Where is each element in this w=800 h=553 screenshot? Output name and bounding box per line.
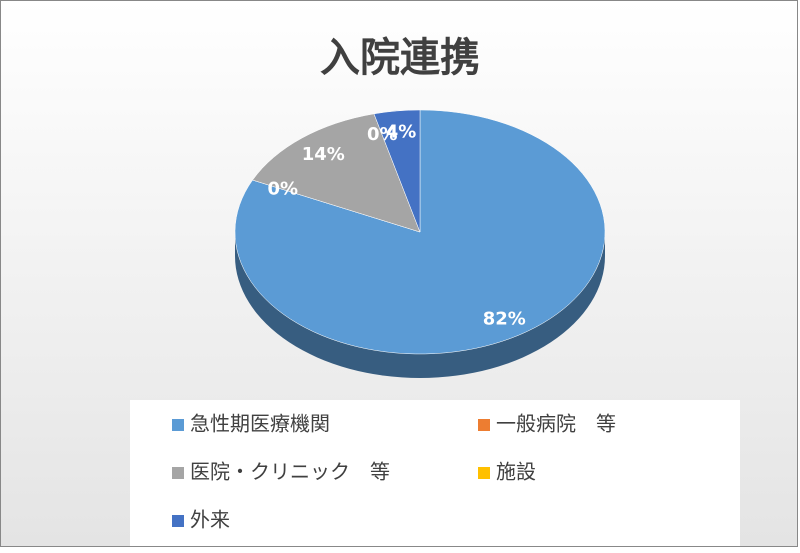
legend-marker [478,419,490,431]
legend-label: 外来 [190,508,230,532]
legend-label: 施設 [496,460,536,484]
data-label: 0% [367,124,398,145]
legend-marker [172,467,184,479]
data-label: 0% [267,178,298,199]
data-label: 82% [483,309,526,330]
chart-title: 入院連携 [320,35,480,81]
legend-label: 医院・クリニック 等 [190,460,390,484]
legend-box [130,400,740,546]
pie-slice [373,109,421,233]
data-label: 4% [386,122,417,143]
pie-side [235,232,605,378]
legend-marker [478,467,490,479]
legend-label: 急性期医療機関 [190,412,330,436]
legend-marker [172,419,184,431]
data-label: 14% [302,144,345,165]
pie-slice [252,113,421,233]
legend-label: 一般病院 等 [496,412,616,436]
legend-marker [172,515,184,527]
